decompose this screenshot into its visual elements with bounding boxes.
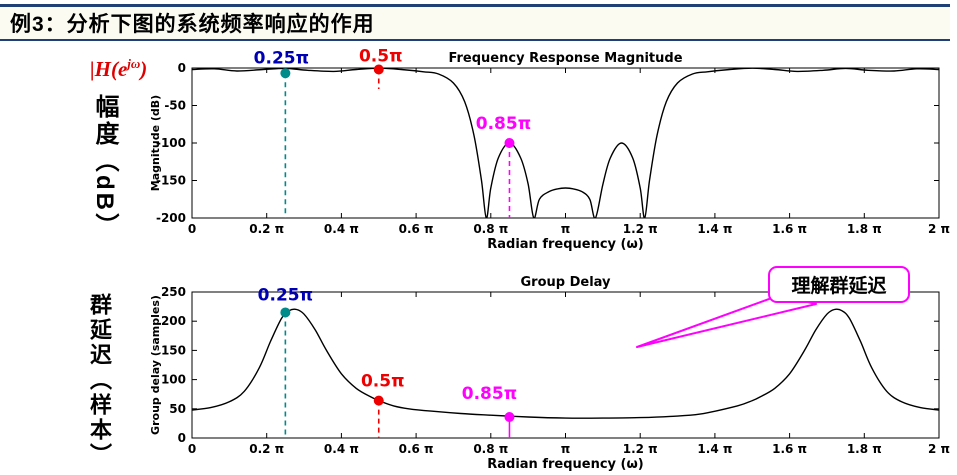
callout-text: 理解群延迟	[791, 276, 887, 297]
y-tick-label: -150	[156, 174, 186, 188]
x-tick-label: 1.4 π	[697, 222, 732, 236]
x-tick-label: π	[561, 222, 571, 236]
marker-label: 0.85π	[462, 384, 517, 404]
plot-area	[191, 67, 940, 219]
x-tick-label: 0.6 π	[399, 442, 434, 456]
plot-area	[191, 291, 940, 439]
y-tick-label: 0	[178, 431, 186, 445]
marker-label: 0.5π	[359, 48, 403, 67]
marker-label: 0.85π	[476, 114, 531, 134]
x-tick-label: 1.2 π	[623, 442, 658, 456]
marker-dot	[504, 138, 515, 148]
marker-label: 0.5π	[361, 372, 405, 392]
y-tick-label: 50	[169, 402, 186, 416]
x-tick-label: 0.4 π	[324, 222, 359, 236]
marker-label: 0.25π	[258, 285, 313, 305]
marker-dot	[373, 64, 384, 75]
y-tick-label: -200	[156, 211, 186, 225]
x-tick-label: 0.2 π	[249, 442, 284, 456]
x-tick-label: 1.6 π	[772, 442, 807, 456]
x-tick-label: 0.6 π	[399, 222, 434, 236]
formula-exponent: jω	[127, 56, 141, 71]
magnitude-chart: 0 0.2 π 0.4 π 0.6 π 0.8 π π 1.2 π 1.4 π 1.6 π 1.8…	[148, 48, 953, 252]
group-delay-callout: 理解群延迟	[768, 266, 910, 303]
x-tick-label: 0.8 π	[473, 222, 508, 236]
formula-base: |H(e	[90, 57, 128, 81]
chart-title: Frequency Response Magnitude	[448, 51, 682, 66]
h-ejw-formula: |H(ejω)|	[90, 56, 152, 82]
x-tick-label: 0.4 π	[324, 442, 359, 456]
y-tick-label: -100	[156, 136, 186, 150]
marker-dot	[504, 411, 515, 422]
magnitude-axis-label-cn: 幅度（dB）	[91, 94, 118, 240]
marker-dot	[280, 68, 291, 79]
y-tick-label: -50	[164, 99, 186, 113]
response-curve	[192, 68, 939, 218]
x-tick-label: 2 π	[928, 442, 950, 456]
y-tick-label: 100	[161, 373, 186, 387]
group-delay-axis-label-cn: 群延迟（样本）	[87, 293, 112, 468]
y-tick-label: 0	[178, 61, 186, 75]
chart-title: Group Delay	[520, 275, 611, 290]
x-tick-label: 1.6 π	[772, 222, 807, 236]
marker-label: 0.25π	[254, 48, 309, 68]
group-delay-chart: 0 0.2 π 0.4 π 0.6 π 0.8 π π 1.2 π 1.4 π 1.6 π 1.8…	[148, 272, 953, 472]
chart-ylabel: Magnitude (dB)	[149, 95, 162, 191]
x-tick-label: 1.4 π	[697, 442, 732, 456]
formula-close: )|	[140, 57, 152, 81]
chart-ylabel: Group delay (samples)	[149, 295, 162, 435]
x-tick-label: π	[561, 442, 571, 456]
title-bar: 例3：分析下图的系统频率响应的作用	[0, 4, 950, 41]
x-tick-label: 0	[188, 442, 196, 456]
x-tick-label: 1.8 π	[847, 442, 882, 456]
y-tick-label: 250	[161, 285, 186, 299]
x-tick-label: 0.2 π	[249, 222, 284, 236]
chart-xlabel: Radian frequency (ω)	[487, 457, 644, 472]
x-tick-label: 1.8 π	[847, 222, 882, 236]
slide-title: 例3：分析下图的系统频率响应的作用	[10, 13, 375, 36]
marker-dot	[280, 307, 291, 318]
x-tick-label: 2 π	[928, 222, 950, 236]
x-tick-label: 0.8 π	[473, 442, 508, 456]
chart-xlabel: Radian frequency (ω)	[487, 237, 644, 252]
y-tick-label: 150	[161, 343, 186, 357]
y-tick-label: 200	[161, 314, 186, 328]
x-tick-label: 1.2 π	[623, 222, 658, 236]
marker-dot	[373, 395, 384, 406]
x-tick-label: 0	[188, 222, 196, 236]
